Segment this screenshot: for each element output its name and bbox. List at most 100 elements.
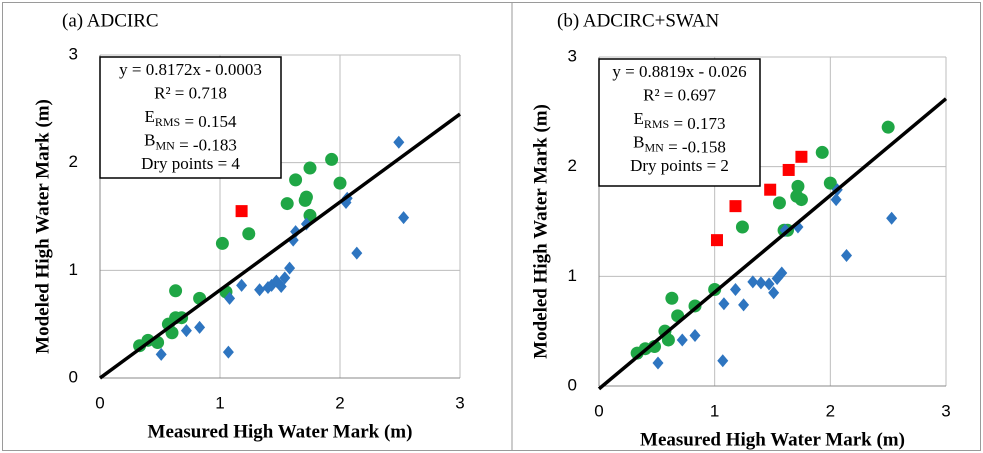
data-point <box>652 356 664 370</box>
data-point <box>755 276 767 290</box>
y-axis-label: Modeled High Water Mark (m) <box>32 99 53 354</box>
y-tick-label: 2 <box>568 156 577 175</box>
stats-text: y = 0.8819x - 0.026 <box>612 62 746 81</box>
stats-subscript: MN <box>156 138 176 152</box>
data-point <box>735 220 749 234</box>
stats-line: BMN = -0.158 <box>633 132 726 156</box>
x-tick-label: 0 <box>95 393 104 412</box>
fit-line <box>597 97 948 391</box>
data-point <box>155 347 167 361</box>
stats-text: Dry points = 2 <box>630 156 729 175</box>
y-tick-label: 1 <box>69 260 78 279</box>
data-point <box>823 176 837 190</box>
data-point <box>169 284 183 298</box>
data-point <box>782 163 795 176</box>
panel-title: (a) ADCIRC <box>62 10 159 31</box>
stats-text: E <box>633 109 643 128</box>
data-point <box>298 193 312 207</box>
data-point <box>791 179 805 193</box>
stats-subscript: RMS <box>155 115 180 129</box>
data-point <box>676 333 688 347</box>
x-axis-label: Measured High Water Mark (m) <box>640 429 905 450</box>
data-point <box>772 196 786 210</box>
data-point <box>747 275 759 289</box>
data-point <box>224 291 236 305</box>
panel-title: (b) ADCIRC+SWAN <box>557 10 719 31</box>
data-point <box>333 176 347 190</box>
stats-text: B <box>633 132 644 151</box>
stats-text: = -0.158 <box>664 137 726 156</box>
data-point <box>180 324 192 338</box>
data-point <box>303 161 317 175</box>
data-point <box>763 277 775 291</box>
stats-text: = 0.154 <box>180 112 237 131</box>
data-point <box>689 329 701 343</box>
stats-line: Dry points = 4 <box>141 154 240 173</box>
x-tick-label: 2 <box>335 393 344 412</box>
x-tick-label: 0 <box>594 401 603 420</box>
stats-text: B <box>144 130 155 149</box>
stats-line: y = 0.8819x - 0.026 <box>612 62 746 81</box>
data-point <box>194 320 206 334</box>
data-point <box>215 236 229 250</box>
x-tick-label: 1 <box>215 393 224 412</box>
data-point <box>886 211 898 225</box>
data-point <box>738 298 750 312</box>
x-axis-label: Measured High Water Mark (m) <box>148 421 413 442</box>
data-point <box>830 193 842 207</box>
data-point <box>661 333 675 347</box>
data-point <box>794 193 808 207</box>
y-tick-label: 3 <box>69 44 78 63</box>
data-point <box>254 283 266 297</box>
stats-text: Dry points = 4 <box>141 154 240 173</box>
fit-line <box>98 112 462 380</box>
stats-text: = 0.173 <box>669 114 725 133</box>
data-point <box>325 152 339 166</box>
data-point <box>815 145 829 159</box>
stats-line: R² = 0.697 <box>643 85 716 104</box>
data-point <box>729 200 742 213</box>
data-point <box>718 297 730 311</box>
data-point <box>776 266 788 280</box>
data-point <box>795 150 808 163</box>
stats-text: E <box>144 107 154 126</box>
y-tick-label: 0 <box>69 367 78 386</box>
y-tick-label: 3 <box>568 46 577 65</box>
y-tick-label: 1 <box>568 266 577 285</box>
data-point <box>393 135 405 149</box>
data-point <box>279 271 291 285</box>
stats-line: R² = 0.718 <box>154 83 227 102</box>
stats-line: y = 0.8172x - 0.0003 <box>119 60 262 79</box>
data-point <box>768 286 780 300</box>
data-point <box>881 120 895 134</box>
stats-text: R² = 0.718 <box>154 83 227 102</box>
data-point <box>284 261 296 275</box>
stats-text: y = 0.8172x - 0.0003 <box>119 60 262 79</box>
stats-line: BMN = -0.183 <box>144 130 237 154</box>
stats-line: ERMS = 0.154 <box>144 107 237 131</box>
data-point <box>764 183 777 196</box>
stats-text: R² = 0.697 <box>643 85 716 104</box>
stats-subscript: RMS <box>644 117 669 131</box>
data-point <box>398 211 410 225</box>
data-point <box>665 291 679 305</box>
stats-box <box>99 56 282 179</box>
y-tick-label: 0 <box>568 375 577 394</box>
data-point <box>289 173 303 187</box>
x-tick-label: 3 <box>455 393 464 412</box>
data-point <box>729 282 741 296</box>
data-point <box>280 197 294 211</box>
stats-box <box>598 58 761 187</box>
stats-line: Dry points = 2 <box>630 156 729 175</box>
x-tick-label: 1 <box>710 401 719 420</box>
y-tick-label: 2 <box>69 152 78 171</box>
stats-line: ERMS = 0.173 <box>633 109 725 133</box>
data-point <box>235 205 248 218</box>
y-axis-label: Modeled High Water Mark (m) <box>530 104 551 359</box>
data-point <box>710 234 723 247</box>
data-point <box>717 354 729 368</box>
x-tick-label: 2 <box>826 401 835 420</box>
data-point <box>351 246 363 260</box>
